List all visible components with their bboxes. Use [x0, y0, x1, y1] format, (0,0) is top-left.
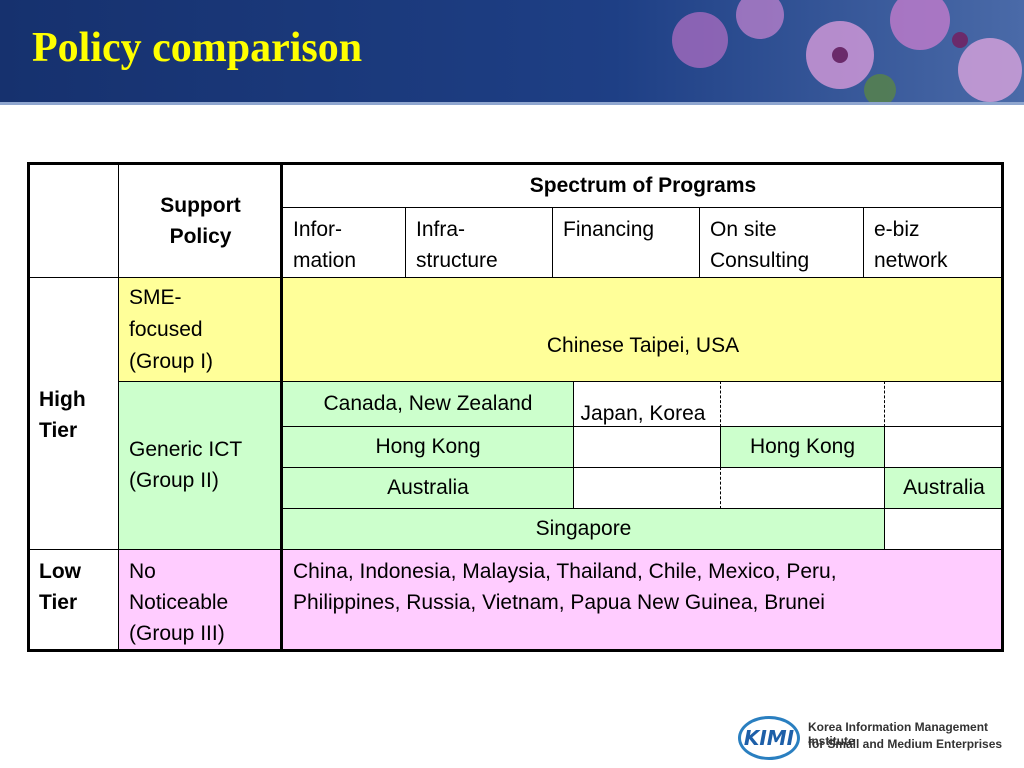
empty-cell — [884, 426, 1004, 468]
divider — [280, 162, 283, 652]
country-cell: Hong Kong — [282, 426, 574, 468]
country-text: Chinese Taipei, USA — [546, 334, 740, 357]
empty-cell — [573, 381, 721, 427]
empty-cell — [720, 467, 885, 509]
tier-label: High Tier — [28, 277, 119, 550]
empty-cell — [884, 381, 1004, 427]
country-cell: Australia — [884, 467, 1004, 509]
policy-cell: Generic ICT (Group II) — [118, 381, 283, 550]
logo-name: Korea Information Management Institute — [808, 720, 989, 748]
logo-mark: KIMI — [738, 716, 800, 760]
banner: Policy comparison — [0, 0, 1024, 105]
program-header: On site Consulting — [699, 207, 864, 278]
support-header: Support Policy — [118, 163, 283, 278]
policy-cell: SME- focused (Group I) — [118, 277, 283, 382]
empty-cell — [573, 426, 721, 468]
slide-title: Policy comparison — [32, 25, 363, 71]
corner-cell — [28, 163, 119, 278]
program-header: e-biz network — [863, 207, 1004, 278]
tier-label: Low Tier — [28, 549, 119, 652]
country-cell: Singapore — [282, 508, 885, 550]
country-cell: Canada, New Zealand — [282, 381, 574, 427]
country-cell: Australia — [282, 467, 574, 509]
spectrum-header: Spectrum of Programs — [282, 163, 1004, 208]
country-text: Japan, Korea — [580, 402, 706, 425]
flowers — [672, 0, 1022, 102]
empty-cell — [720, 381, 885, 427]
country-cell: Chinese Taipei, USA Japan, Korea — [282, 277, 1004, 425]
policy-cell: No Noticeable (Group III) — [118, 549, 283, 652]
program-header: Financing — [552, 207, 700, 278]
empty-cell — [573, 467, 721, 509]
empty-cell — [884, 508, 1004, 550]
program-header: Infra- structure — [405, 207, 553, 278]
program-header: Infor- mation — [282, 207, 406, 278]
logo-subtitle: for Small and Medium Enterprises — [808, 737, 1003, 751]
country-cell: China, Indonesia, Malaysia, Thailand, Ch… — [282, 549, 1004, 652]
country-cell: Hong Kong — [720, 426, 885, 468]
